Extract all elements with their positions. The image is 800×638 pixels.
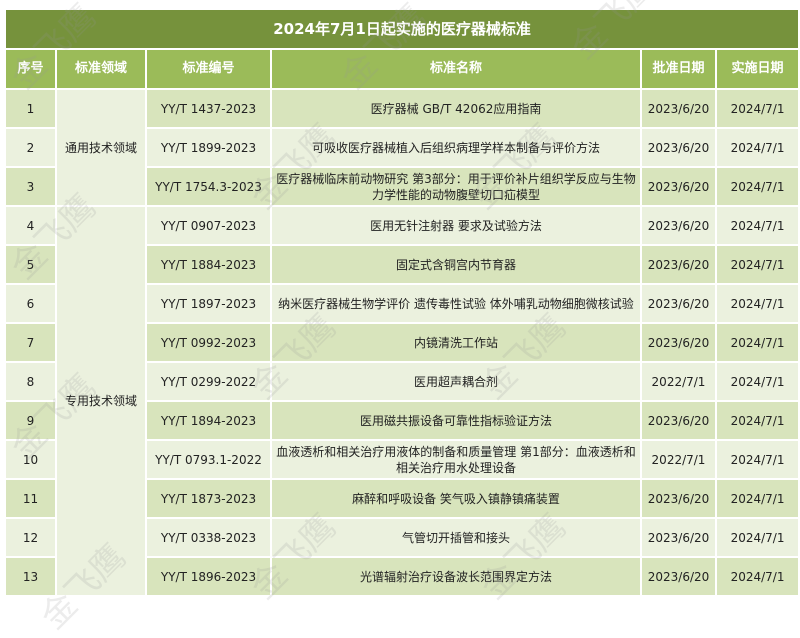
cell-name: 气管切开插管和接头	[270, 517, 642, 558]
cell-approved: 2023/6/20	[640, 166, 717, 207]
cell-name: 光谱辐射治疗设备波长范围界定方法	[270, 556, 642, 597]
header-code: 标准编号	[145, 48, 272, 90]
cell-effective: 2024/7/1	[714, 283, 800, 324]
cell-approved: 2023/6/20	[640, 205, 717, 246]
header-no: 序号	[4, 48, 57, 90]
cell-no: 10	[4, 439, 57, 480]
cell-code: YY/T 0793.1-2022	[145, 439, 272, 480]
cell-name: 可吸收医疗器械植入后组织病理学样本制备与评价方法	[270, 127, 642, 168]
cell-effective: 2024/7/1	[714, 127, 800, 168]
cell-domain: 通用技术领域	[55, 88, 147, 207]
cell-approved: 2022/7/1	[640, 361, 717, 402]
cell-name: 血液透析和相关治疗用液体的制备和质量管理 第1部分：血液透析和相关治疗用水处理设…	[270, 439, 642, 480]
cell-name: 医用超声耦合剂	[270, 361, 642, 402]
cell-approved: 2022/7/1	[640, 439, 717, 480]
cell-approved: 2023/6/20	[640, 322, 717, 363]
cell-no: 1	[4, 88, 57, 129]
table-row: 3 YY/T 1754.3-2023 医疗器械临床前动物研究 第3部分：用于评价补…	[4, 166, 800, 207]
table-row: 6 YY/T 1897-2023 纳米医疗器械生物学评价 遗传毒性试验 体外哺乳动…	[4, 283, 800, 324]
cell-no: 5	[4, 244, 57, 285]
cell-approved: 2023/6/20	[640, 517, 717, 558]
header-approved: 批准日期	[640, 48, 717, 90]
cell-no: 8	[4, 361, 57, 402]
table-title: 2024年7月1日起实施的医疗器械标准	[3, 8, 800, 50]
cell-effective: 2024/7/1	[714, 88, 800, 129]
cell-approved: 2023/6/20	[640, 478, 717, 519]
cell-approved: 2023/6/20	[640, 283, 717, 324]
header-effective: 实施日期	[714, 48, 800, 90]
cell-code: YY/T 1437-2023	[145, 88, 272, 129]
table-row: 11 YY/T 1873-2023 麻醉和呼吸设备 笑气吸入镇静镇痛装置 2023…	[4, 478, 800, 519]
cell-code: YY/T 0907-2023	[145, 205, 272, 246]
cell-no: 2	[4, 127, 57, 168]
cell-code: YY/T 1873-2023	[145, 478, 272, 519]
cell-no: 13	[4, 556, 57, 597]
cell-name: 麻醉和呼吸设备 笑气吸入镇静镇痛装置	[270, 478, 642, 519]
standards-table: 2024年7月1日起实施的医疗器械标准 序号 标准领域 标准编号 标准名称 批准…	[3, 8, 800, 597]
cell-name: 医用无针注射器 要求及试验方法	[270, 205, 642, 246]
cell-code: YY/T 1884-2023	[145, 244, 272, 285]
cell-name: 医疗器械临床前动物研究 第3部分：用于评价补片组织学反应与生物力学性能的动物腹壁…	[270, 166, 642, 207]
header-domain: 标准领域	[55, 48, 147, 90]
cell-no: 6	[4, 283, 57, 324]
cell-name: 内镜清洗工作站	[270, 322, 642, 363]
cell-name: 医疗器械 GB/T 42062应用指南	[270, 88, 642, 129]
cell-code: YY/T 0992-2023	[145, 322, 272, 363]
cell-code: YY/T 1754.3-2023	[145, 166, 272, 207]
cell-no: 7	[4, 322, 57, 363]
cell-code: YY/T 1894-2023	[145, 400, 272, 441]
cell-effective: 2024/7/1	[714, 205, 800, 246]
table-row: 5 YY/T 1884-2023 固定式含铜宫内节育器 2023/6/20 202…	[4, 244, 800, 285]
table-row: 2 YY/T 1899-2023 可吸收医疗器械植入后组织病理学样本制备与评价方法…	[4, 127, 800, 168]
table-row: 1 通用技术领域 YY/T 1437-2023 医疗器械 GB/T 42062应用指…	[4, 88, 800, 207]
cell-effective: 2024/7/1	[714, 166, 800, 207]
cell-code: YY/T 0299-2022	[145, 361, 272, 402]
cell-no: 3	[4, 166, 57, 207]
table-row: 8 YY/T 0299-2022 医用超声耦合剂 2022/7/1 2024/7/…	[4, 361, 800, 402]
table-row: 4 专用技术领域 YY/T 0907-2023 医用无针注射器 要求及试验方法 20…	[4, 205, 800, 597]
cell-effective: 2024/7/1	[714, 556, 800, 597]
cell-approved: 2023/6/20	[640, 127, 717, 168]
cell-effective: 2024/7/1	[714, 400, 800, 441]
cell-effective: 2024/7/1	[714, 439, 800, 480]
cell-approved: 2023/6/20	[640, 556, 717, 597]
table-row: 10 YY/T 0793.1-2022 血液透析和相关治疗用液体的制备和质量管理 …	[4, 439, 800, 480]
cell-code: YY/T 1899-2023	[145, 127, 272, 168]
header-name: 标准名称	[270, 48, 642, 90]
cell-name: 医用磁共振设备可靠性指标验证方法	[270, 400, 642, 441]
cell-no: 11	[4, 478, 57, 519]
cell-domain: 专用技术领域	[55, 205, 147, 597]
cell-code: YY/T 0338-2023	[145, 517, 272, 558]
table-row: 12 YY/T 0338-2023 气管切开插管和接头 2023/6/20 202…	[4, 517, 800, 558]
cell-code: YY/T 1897-2023	[145, 283, 272, 324]
cell-name: 固定式含铜宫内节育器	[270, 244, 642, 285]
cell-no: 9	[4, 400, 57, 441]
table-row: 7 YY/T 0992-2023 内镜清洗工作站 2023/6/20 2024/7…	[4, 322, 800, 363]
cell-effective: 2024/7/1	[714, 322, 800, 363]
cell-effective: 2024/7/1	[714, 244, 800, 285]
cell-no: 4	[4, 205, 57, 246]
cell-no: 12	[4, 517, 57, 558]
cell-approved: 2023/6/20	[640, 400, 717, 441]
cell-code: YY/T 1896-2023	[145, 556, 272, 597]
cell-approved: 2023/6/20	[640, 88, 717, 129]
cell-name: 纳米医疗器械生物学评价 遗传毒性试验 体外哺乳动物细胞微核试验	[270, 283, 642, 324]
cell-approved: 2023/6/20	[640, 244, 717, 285]
table-row: 9 YY/T 1894-2023 医用磁共振设备可靠性指标验证方法 2023/6/…	[4, 400, 800, 441]
cell-effective: 2024/7/1	[714, 478, 800, 519]
table-row: 13 YY/T 1896-2023 光谱辐射治疗设备波长范围界定方法 2023/6…	[4, 556, 800, 597]
cell-effective: 2024/7/1	[714, 361, 800, 402]
cell-effective: 2024/7/1	[714, 517, 800, 558]
